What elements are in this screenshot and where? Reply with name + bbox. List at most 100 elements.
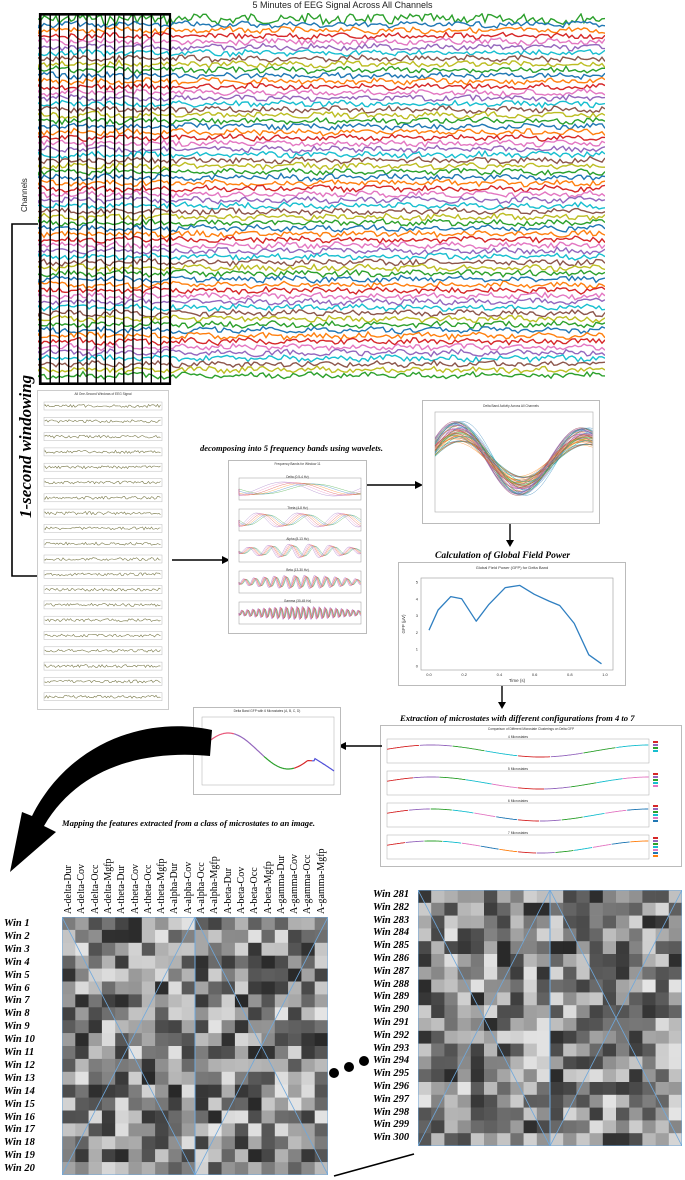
feature-cell — [274, 1084, 289, 1098]
window-row-label: Win 14 — [4, 1085, 35, 1097]
feature-cell — [314, 981, 328, 995]
feature-cell — [576, 979, 590, 993]
window-row-label: Win 15 — [4, 1098, 35, 1110]
feature-column-label: A-alpha-Occ — [196, 862, 207, 914]
feature-cell — [668, 1094, 682, 1108]
feature-cell — [655, 966, 670, 980]
window-row-label: Win 11 — [4, 1047, 35, 1058]
window-row-label: Win 17 — [4, 1124, 35, 1136]
feature-cell — [576, 1094, 590, 1108]
legend-swatch — [653, 814, 658, 816]
feature-cell — [62, 1020, 76, 1034]
feature-cell — [221, 1007, 236, 1021]
feature-cell — [248, 1033, 262, 1047]
legend-swatch — [653, 820, 658, 822]
feature-cell — [536, 1120, 551, 1134]
feature-cell — [642, 902, 656, 916]
feature-cell — [431, 966, 445, 980]
feature-cell — [563, 1005, 577, 1019]
window-plot-trace — [44, 679, 161, 684]
feature-cell — [261, 1110, 276, 1124]
eeg-channel-trace — [38, 257, 605, 268]
arrow-to-microstate-single — [338, 742, 382, 750]
feature-cell — [115, 968, 129, 982]
feature-cell — [88, 1162, 103, 1175]
feature-cell — [128, 1149, 143, 1163]
microstate-single-title: Delta Band GFP with 6 Microstates (A, B,… — [233, 709, 301, 713]
feature-column-label: A-alpha-Dur — [169, 862, 181, 914]
feature-cell — [181, 1058, 196, 1073]
feature-cell — [642, 1043, 656, 1057]
feature-cell — [655, 1043, 670, 1057]
feature-cell — [195, 1123, 209, 1137]
feature-cell — [418, 1133, 432, 1146]
window-row-label: Win 1 — [4, 918, 30, 929]
feature-column-label: A-theta-Cov — [129, 864, 141, 914]
feature-cell — [128, 1084, 143, 1098]
feature-cell — [510, 915, 524, 929]
feature-cell — [589, 992, 604, 1006]
window-row-label: Win 300 — [373, 1132, 410, 1144]
feature-cell — [248, 1136, 262, 1150]
feature-cell — [155, 942, 169, 956]
feature-cell — [484, 1094, 498, 1108]
feature-cell — [181, 929, 196, 944]
eeg-channel-trace — [38, 330, 605, 341]
feature-cell — [168, 1033, 182, 1047]
microstate-compare-label: 4 Microstates — [508, 735, 528, 739]
feature-cell — [563, 1094, 577, 1108]
feature-cell — [314, 1162, 328, 1175]
microstate-compare-title: Comparison of Different Microstate Clust… — [487, 727, 575, 731]
feature-cell — [655, 902, 670, 916]
feature-cell — [550, 941, 564, 955]
legend-swatch — [653, 779, 658, 781]
window-row-label: Win 283 — [373, 914, 410, 926]
feature-cell — [88, 981, 103, 995]
feature-cell — [221, 994, 236, 1008]
feature-cell — [576, 890, 590, 904]
feature-cell — [181, 1084, 196, 1098]
feature-image-left — [62, 917, 328, 1175]
eeg-channel-trace — [38, 195, 605, 205]
window-plot-frame — [43, 677, 163, 686]
feature-cell — [536, 979, 551, 993]
feature-cell — [510, 1056, 524, 1070]
gfp-x-tick: 0.8 — [567, 672, 573, 677]
window-row-label: Win 288 — [373, 978, 410, 990]
band-trace — [238, 481, 361, 497]
feature-cell — [155, 1110, 169, 1124]
feature-cell — [655, 1018, 670, 1032]
window-row-label: Win 285 — [373, 940, 410, 952]
window-plot-trace — [44, 557, 161, 561]
feature-cell — [484, 890, 498, 904]
feature-cell — [510, 992, 524, 1006]
feature-cell — [431, 1030, 445, 1044]
feature-cell — [431, 1094, 445, 1108]
feature-cell — [75, 968, 89, 982]
feature-cell — [221, 1123, 236, 1137]
feature-cell — [168, 1149, 182, 1163]
microstate-compare-label: 6 Microstates — [508, 799, 528, 803]
feature-cell — [221, 1136, 236, 1150]
feature-cell — [523, 1133, 538, 1146]
feature-cell — [418, 890, 432, 904]
feature-cell — [301, 1084, 315, 1098]
feature-cell — [550, 928, 564, 942]
feature-cell — [444, 915, 458, 929]
legend-swatch — [653, 782, 658, 784]
feature-cell — [655, 1056, 670, 1070]
feature-cell — [208, 1110, 222, 1124]
feature-cell — [62, 1071, 76, 1085]
window-plot-frame — [43, 478, 163, 487]
feature-cell — [208, 1020, 222, 1034]
window-row-label: Win 13 — [4, 1072, 35, 1084]
eeg-channel-trace — [38, 138, 605, 148]
feature-cell — [523, 966, 538, 980]
feature-cell — [444, 1056, 458, 1070]
feature-cell — [221, 968, 236, 982]
feature-cell — [101, 1071, 116, 1085]
feature-cell — [668, 1018, 682, 1032]
feature-cell — [576, 1030, 590, 1044]
feature-cell — [195, 1071, 209, 1085]
window-stack-title: All One-Second Windows of EEG Signal — [74, 392, 132, 396]
